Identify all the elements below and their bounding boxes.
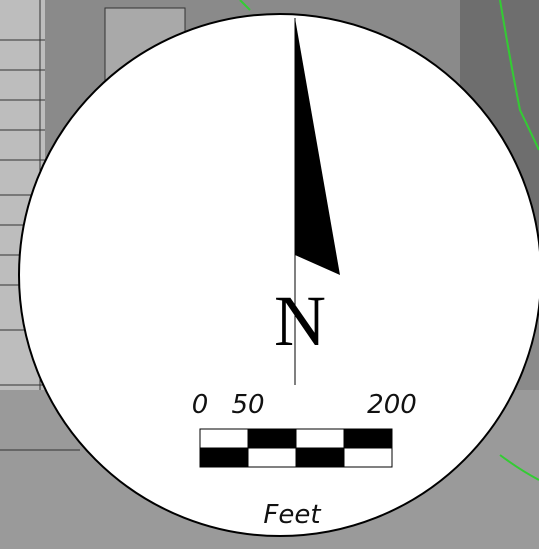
scale-tick-label: 0 [192, 390, 209, 420]
north-arrow [294, 18, 340, 385]
scale-block [343, 447, 393, 468]
scale-block [247, 428, 297, 449]
scale-tick-label: 50 [231, 390, 264, 420]
scale-tick-label: 200 [367, 390, 417, 420]
north-label: N [274, 281, 326, 361]
scale-block [247, 447, 297, 468]
scale-unit: Feet [263, 500, 321, 530]
scale-block [295, 428, 345, 449]
scale-block [199, 428, 249, 449]
scale-block [199, 447, 249, 468]
scale-block [295, 447, 345, 468]
compass-disc [18, 13, 539, 537]
scale-bar: 0 50 200 [192, 390, 417, 468]
scale-block [343, 428, 393, 449]
